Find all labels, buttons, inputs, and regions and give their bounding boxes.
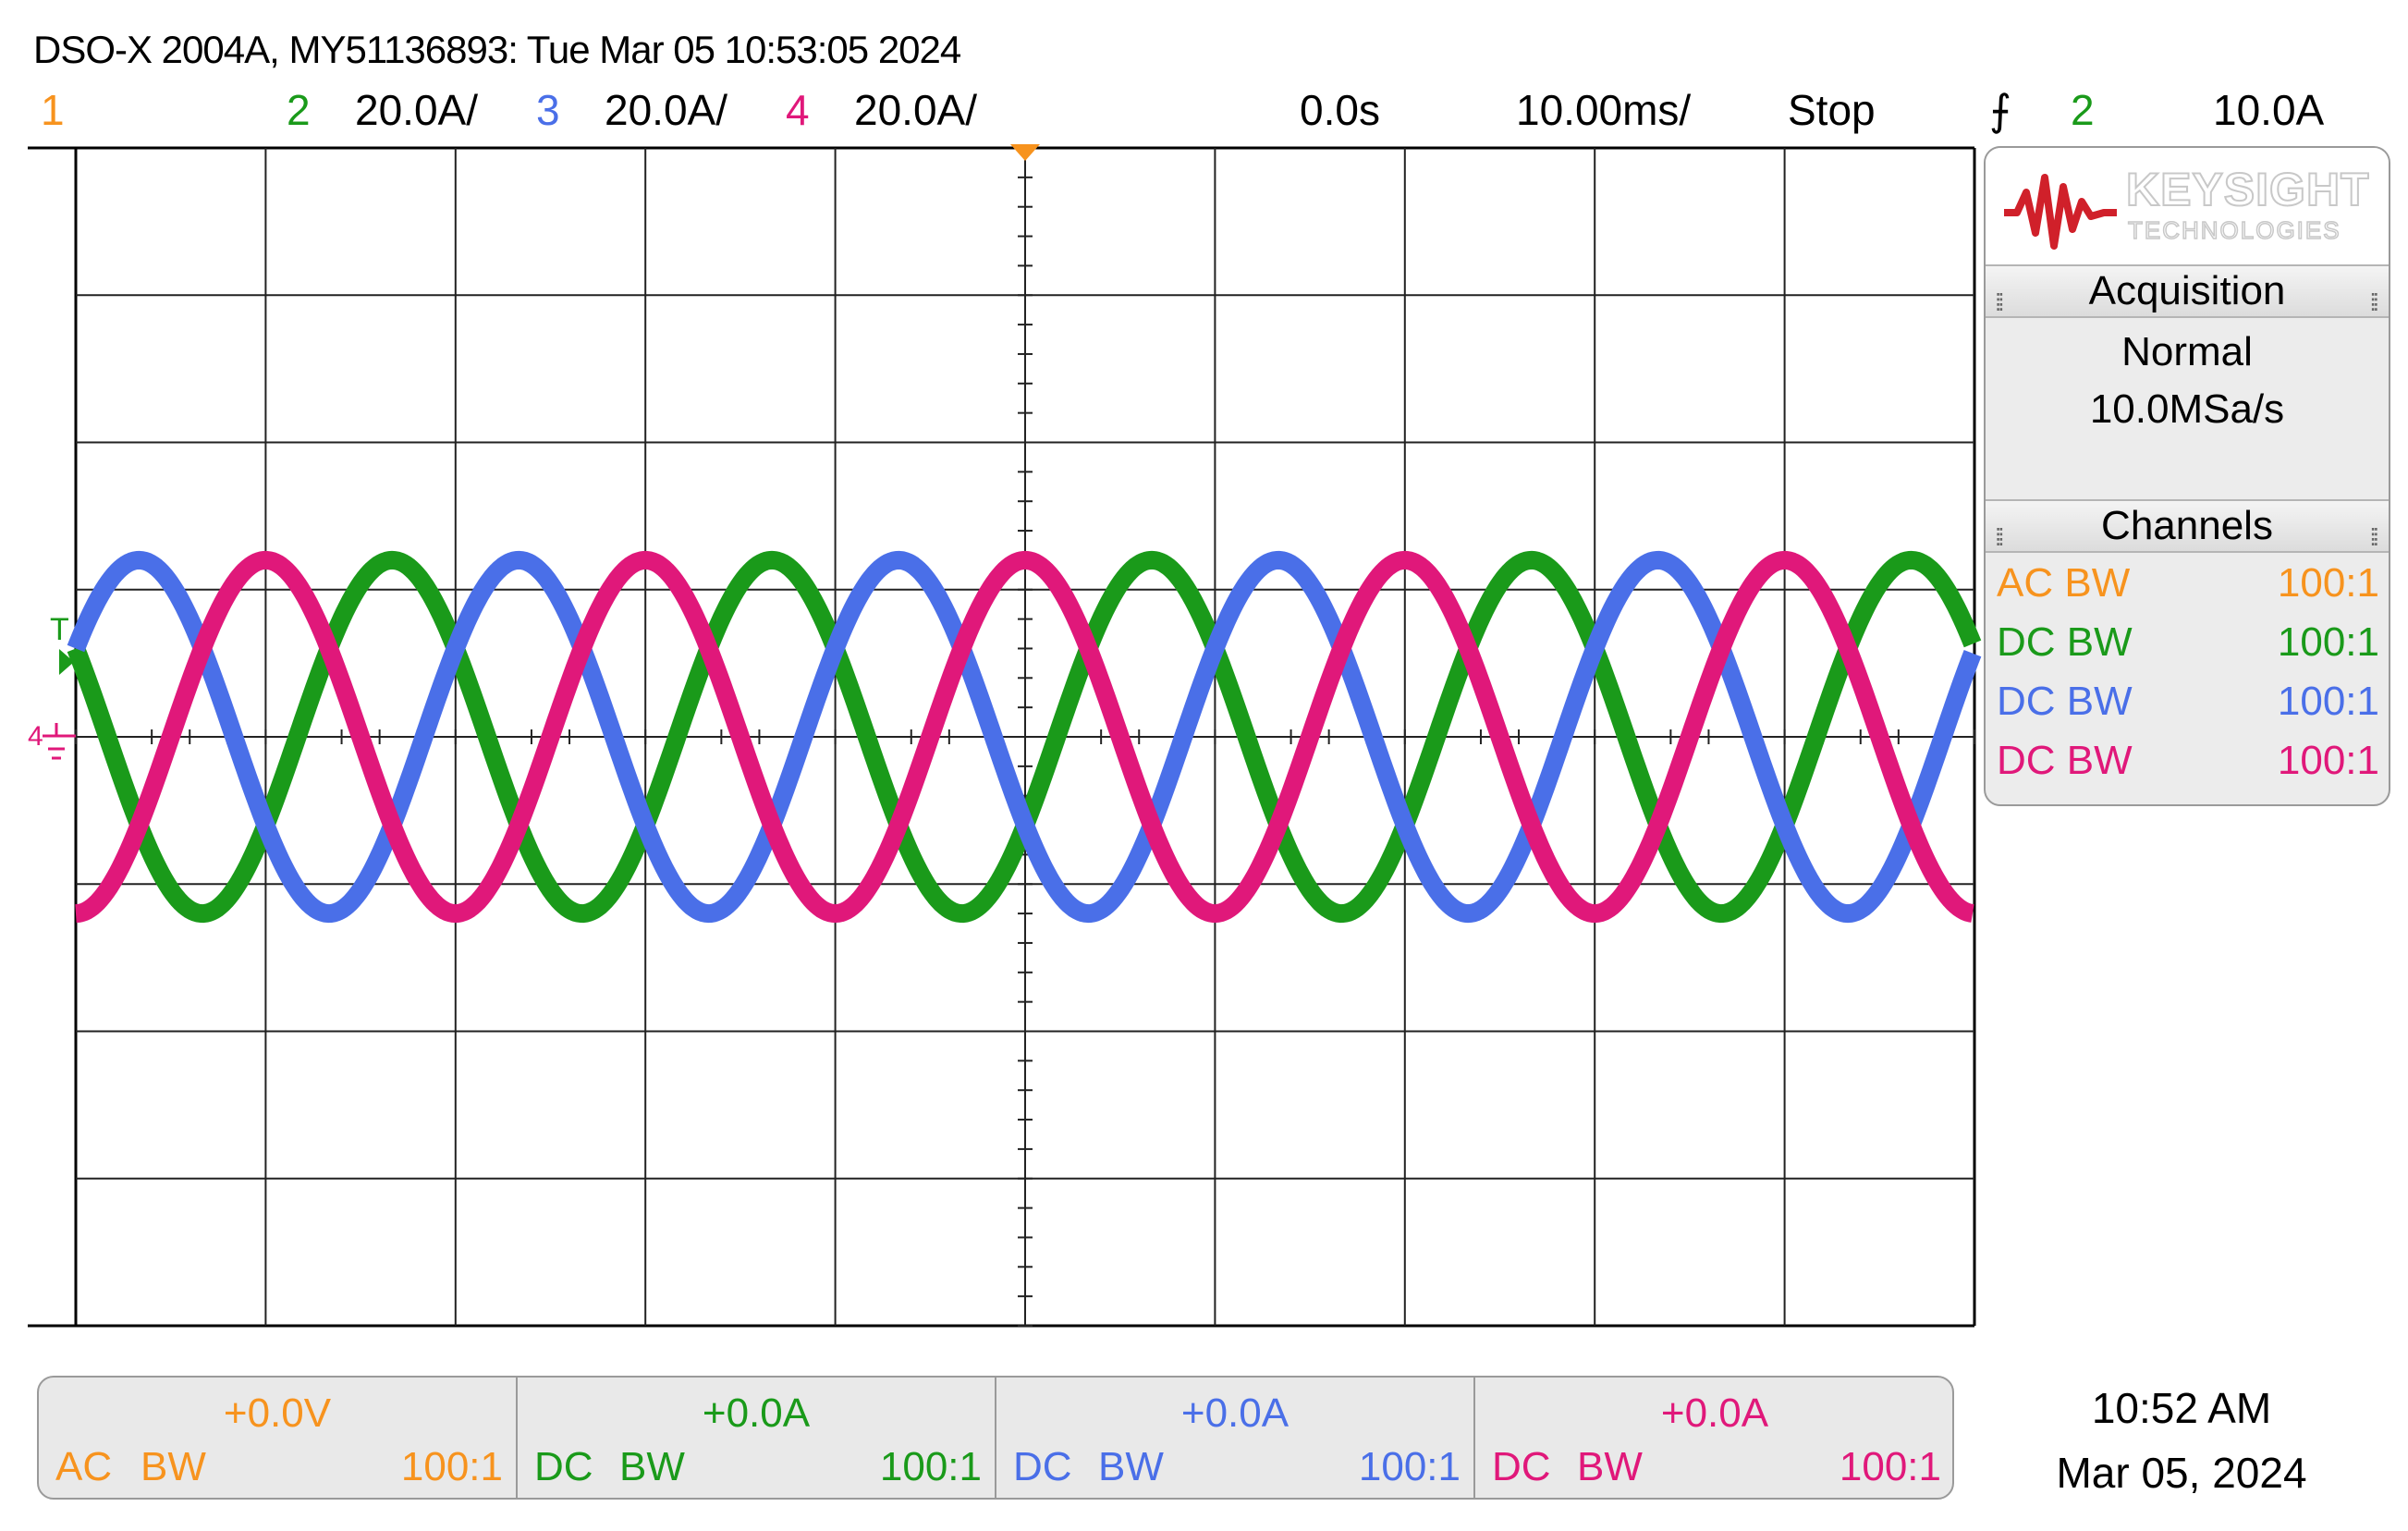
channel-cell-3[interactable]: +0.0A DC BW 100:1 bbox=[996, 1378, 1475, 1498]
ch3-scale[interactable]: 20.0A/ bbox=[605, 86, 727, 134]
channel-coupling: DC bbox=[1492, 1444, 1551, 1489]
sample-rate: 10.0MSa/s bbox=[2089, 386, 2285, 432]
waveform-ch4 bbox=[69, 550, 1979, 924]
channel-cell-2[interactable]: +0.0A DC BW 100:1 bbox=[518, 1378, 996, 1498]
channel-bw: BW bbox=[619, 1444, 685, 1489]
side-channel-row-2[interactable]: DC BW 100:1 bbox=[1997, 619, 2379, 665]
trigger-level-marker[interactable]: T bbox=[50, 612, 69, 647]
trigger-level[interactable]: 10.0A bbox=[2213, 86, 2325, 134]
side-channel-row-4[interactable]: DC BW 100:1 bbox=[1997, 738, 2379, 783]
side-channel-row-1[interactable]: AC BW 100:1 bbox=[1997, 560, 2379, 606]
acquisition-mode: Normal bbox=[2121, 329, 2253, 374]
ch1-label[interactable]: 1 bbox=[41, 86, 65, 134]
trigger-source[interactable]: 2 bbox=[2071, 86, 2095, 134]
waveform-traces bbox=[67, 550, 1982, 924]
channel-coupling: AC bbox=[55, 1444, 113, 1489]
logo-name: KEYSIGHT bbox=[2125, 163, 2370, 216]
grip-icon: ⁞⁞ bbox=[1995, 523, 2005, 551]
rising-edge-icon: ⨍ bbox=[1989, 86, 2011, 134]
channel-cell-1[interactable]: +0.0V AC BW 100:1 bbox=[39, 1378, 518, 1498]
clock-date: Mar 05, 2024 bbox=[2056, 1449, 2307, 1497]
clock: 10:52 AM Mar 05, 2024 bbox=[1969, 1376, 2394, 1505]
ch4-scale[interactable]: 20.0A/ bbox=[854, 86, 977, 134]
logo-subtitle: TECHNOLOGIES bbox=[2127, 215, 2341, 245]
time-scale[interactable]: 10.00ms/ bbox=[1516, 86, 1692, 134]
channel-cell-4[interactable]: +0.0A DC BW 100:1 bbox=[1475, 1378, 1954, 1498]
ch2-label[interactable]: 2 bbox=[287, 86, 311, 134]
ch4-label[interactable]: 4 bbox=[786, 86, 810, 134]
keysight-wave-icon bbox=[2004, 174, 2117, 250]
channel-offset: +0.0A bbox=[702, 1390, 811, 1436]
channel-probe: 100:1 bbox=[400, 1444, 503, 1489]
clock-time: 10:52 AM bbox=[2091, 1384, 2272, 1432]
graticule-grid bbox=[28, 146, 1976, 1328]
acquisition-header[interactable]: ⁞⁞ Acquisition ⁞⁞ bbox=[1986, 264, 2389, 318]
time-delay[interactable]: 0.0s bbox=[1300, 86, 1380, 134]
channels-title: Channels bbox=[2101, 503, 2273, 548]
channel-coupling: DC bbox=[534, 1444, 593, 1489]
channel-offset: +0.0V bbox=[223, 1390, 332, 1436]
grip-icon: ⁞⁞ bbox=[1995, 288, 2005, 316]
channel-coupling: DC bbox=[1013, 1444, 1072, 1489]
ch2-scale[interactable]: 20.0A/ bbox=[355, 86, 478, 134]
channel-bw: BW bbox=[1577, 1444, 1643, 1489]
trigger-position-marker[interactable] bbox=[1010, 144, 1040, 161]
ground-icon bbox=[43, 723, 76, 760]
ground-marker[interactable]: 4 bbox=[28, 721, 43, 752]
channel-bw: BW bbox=[141, 1444, 206, 1489]
acquisition-title: Acquisition bbox=[2088, 268, 2286, 313]
side-channel-row-3[interactable]: DC BW 100:1 bbox=[1997, 679, 2379, 724]
waveform-display[interactable]: T 4 bbox=[0, 0, 2408, 1368]
grip-icon: ⁞⁞ bbox=[2369, 523, 2380, 551]
instrument-title: DSO-X 2004A, MY51136893: Tue Mar 05 10:5… bbox=[33, 28, 961, 71]
channel-offset: +0.0A bbox=[1180, 1390, 1290, 1436]
channel-probe: 100:1 bbox=[1839, 1444, 1941, 1489]
trigger-level-arrow-icon bbox=[59, 649, 74, 675]
run-state[interactable]: Stop bbox=[1788, 86, 1876, 134]
keysight-logo: KEYSIGHT TECHNOLOGIES bbox=[1986, 148, 2389, 268]
channels-header[interactable]: ⁞⁞ Channels ⁞⁞ bbox=[1986, 499, 2389, 553]
grip-icon: ⁞⁞ bbox=[2369, 288, 2380, 316]
channel-probe: 100:1 bbox=[1358, 1444, 1461, 1489]
side-panel: KEYSIGHT TECHNOLOGIES ⁞⁞ Acquisition ⁞⁞ … bbox=[1984, 146, 2390, 806]
channel-offset: +0.0A bbox=[1660, 1390, 1769, 1436]
channel-probe: 100:1 bbox=[879, 1444, 982, 1489]
ch3-label[interactable]: 3 bbox=[536, 86, 560, 134]
channel-bar: +0.0V AC BW 100:1 +0.0A DC BW 100:1 +0.0… bbox=[37, 1376, 1954, 1500]
channel-bw: BW bbox=[1098, 1444, 1164, 1489]
